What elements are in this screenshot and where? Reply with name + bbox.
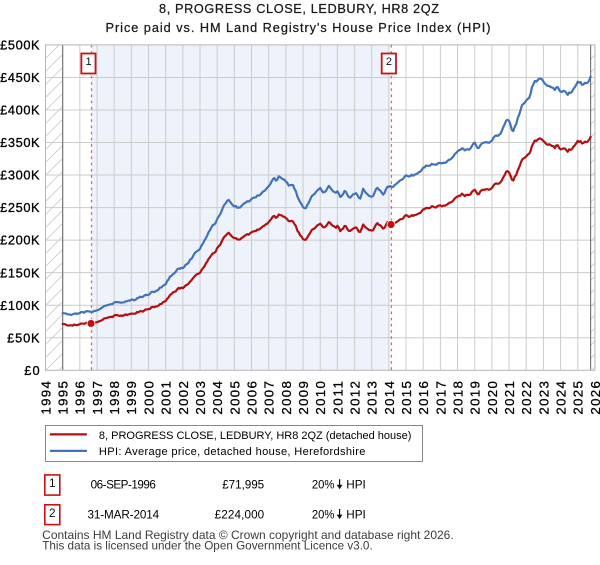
svg-text:£50K: £50K xyxy=(7,330,40,345)
svg-text:2025: 2025 xyxy=(571,381,586,415)
svg-text:06-SEP-1996: 06-SEP-1996 xyxy=(91,479,156,492)
svg-text:£250K: £250K xyxy=(0,200,40,215)
svg-text:£350K: £350K xyxy=(0,135,40,150)
svg-text:2: 2 xyxy=(386,56,392,68)
svg-text:£300K: £300K xyxy=(0,168,40,183)
svg-text:1: 1 xyxy=(49,476,56,490)
svg-text:HPI: HPI xyxy=(346,508,365,521)
svg-text:1999: 1999 xyxy=(124,381,139,415)
svg-text:2022: 2022 xyxy=(519,381,534,415)
svg-text:HPI: Average price, detached h: HPI: Average price, detached house, Here… xyxy=(99,446,366,458)
svg-text:2013: 2013 xyxy=(365,381,380,415)
svg-text:£71,995: £71,995 xyxy=(222,479,264,492)
svg-text:31-MAR-2014: 31-MAR-2014 xyxy=(87,508,159,521)
svg-text:Price paid vs. HM Land Registr: Price paid vs. HM Land Registry's House … xyxy=(106,21,491,35)
svg-text:1995: 1995 xyxy=(56,381,71,415)
svg-text:£0: £0 xyxy=(24,363,39,378)
svg-text:2016: 2016 xyxy=(416,381,431,415)
svg-text:£150K: £150K xyxy=(0,265,40,280)
svg-text:2015: 2015 xyxy=(399,381,414,415)
svg-text:2007: 2007 xyxy=(262,381,277,415)
svg-text:2014: 2014 xyxy=(382,381,397,415)
svg-text:1996: 1996 xyxy=(73,381,88,415)
svg-text:This data is licensed under th: This data is licensed under the Open Gov… xyxy=(42,539,373,552)
svg-text:2017: 2017 xyxy=(433,381,448,415)
svg-text:£224,000: £224,000 xyxy=(215,508,265,521)
svg-text:20%: 20% xyxy=(312,508,335,521)
svg-text:£400K: £400K xyxy=(0,103,40,118)
svg-text:20%: 20% xyxy=(312,479,335,492)
svg-text:1: 1 xyxy=(85,56,91,68)
svg-text:2021: 2021 xyxy=(502,381,517,415)
svg-text:1994: 1994 xyxy=(38,381,53,415)
svg-text:Contains HM Land Registry data: Contains HM Land Registry data © Crown c… xyxy=(42,529,454,542)
svg-text:HPI: HPI xyxy=(346,479,365,492)
svg-text:8, PROGRESS CLOSE, LEDBURY, HR: 8, PROGRESS CLOSE, LEDBURY, HR8 2QZ xyxy=(159,2,439,16)
svg-text:2005: 2005 xyxy=(227,381,242,415)
svg-text:2010: 2010 xyxy=(313,381,328,415)
svg-text:2009: 2009 xyxy=(296,381,311,415)
svg-text:8, PROGRESS CLOSE, LEDBURY, HR: 8, PROGRESS CLOSE, LEDBURY, HR8 2QZ (det… xyxy=(99,430,412,442)
svg-text:2003: 2003 xyxy=(193,381,208,415)
svg-text:£500K: £500K xyxy=(0,38,40,53)
svg-text:2026: 2026 xyxy=(588,381,600,415)
svg-text:2023: 2023 xyxy=(536,381,551,415)
svg-text:2002: 2002 xyxy=(176,381,191,415)
svg-text:2000: 2000 xyxy=(141,381,156,415)
svg-text:2008: 2008 xyxy=(279,381,294,415)
svg-text:2006: 2006 xyxy=(244,381,259,415)
svg-text:£100K: £100K xyxy=(0,298,40,313)
svg-text:£450K: £450K xyxy=(0,70,40,85)
svg-text:2: 2 xyxy=(49,506,56,520)
svg-text:2004: 2004 xyxy=(210,381,225,415)
svg-text:2012: 2012 xyxy=(347,381,362,415)
svg-text:2001: 2001 xyxy=(159,381,174,415)
svg-text:1998: 1998 xyxy=(107,381,122,415)
svg-text:2024: 2024 xyxy=(553,381,568,415)
svg-text:2019: 2019 xyxy=(468,381,483,415)
svg-text:2020: 2020 xyxy=(485,381,500,415)
svg-text:1997: 1997 xyxy=(90,381,105,415)
svg-text:2018: 2018 xyxy=(450,381,465,415)
svg-text:£200K: £200K xyxy=(0,233,40,248)
